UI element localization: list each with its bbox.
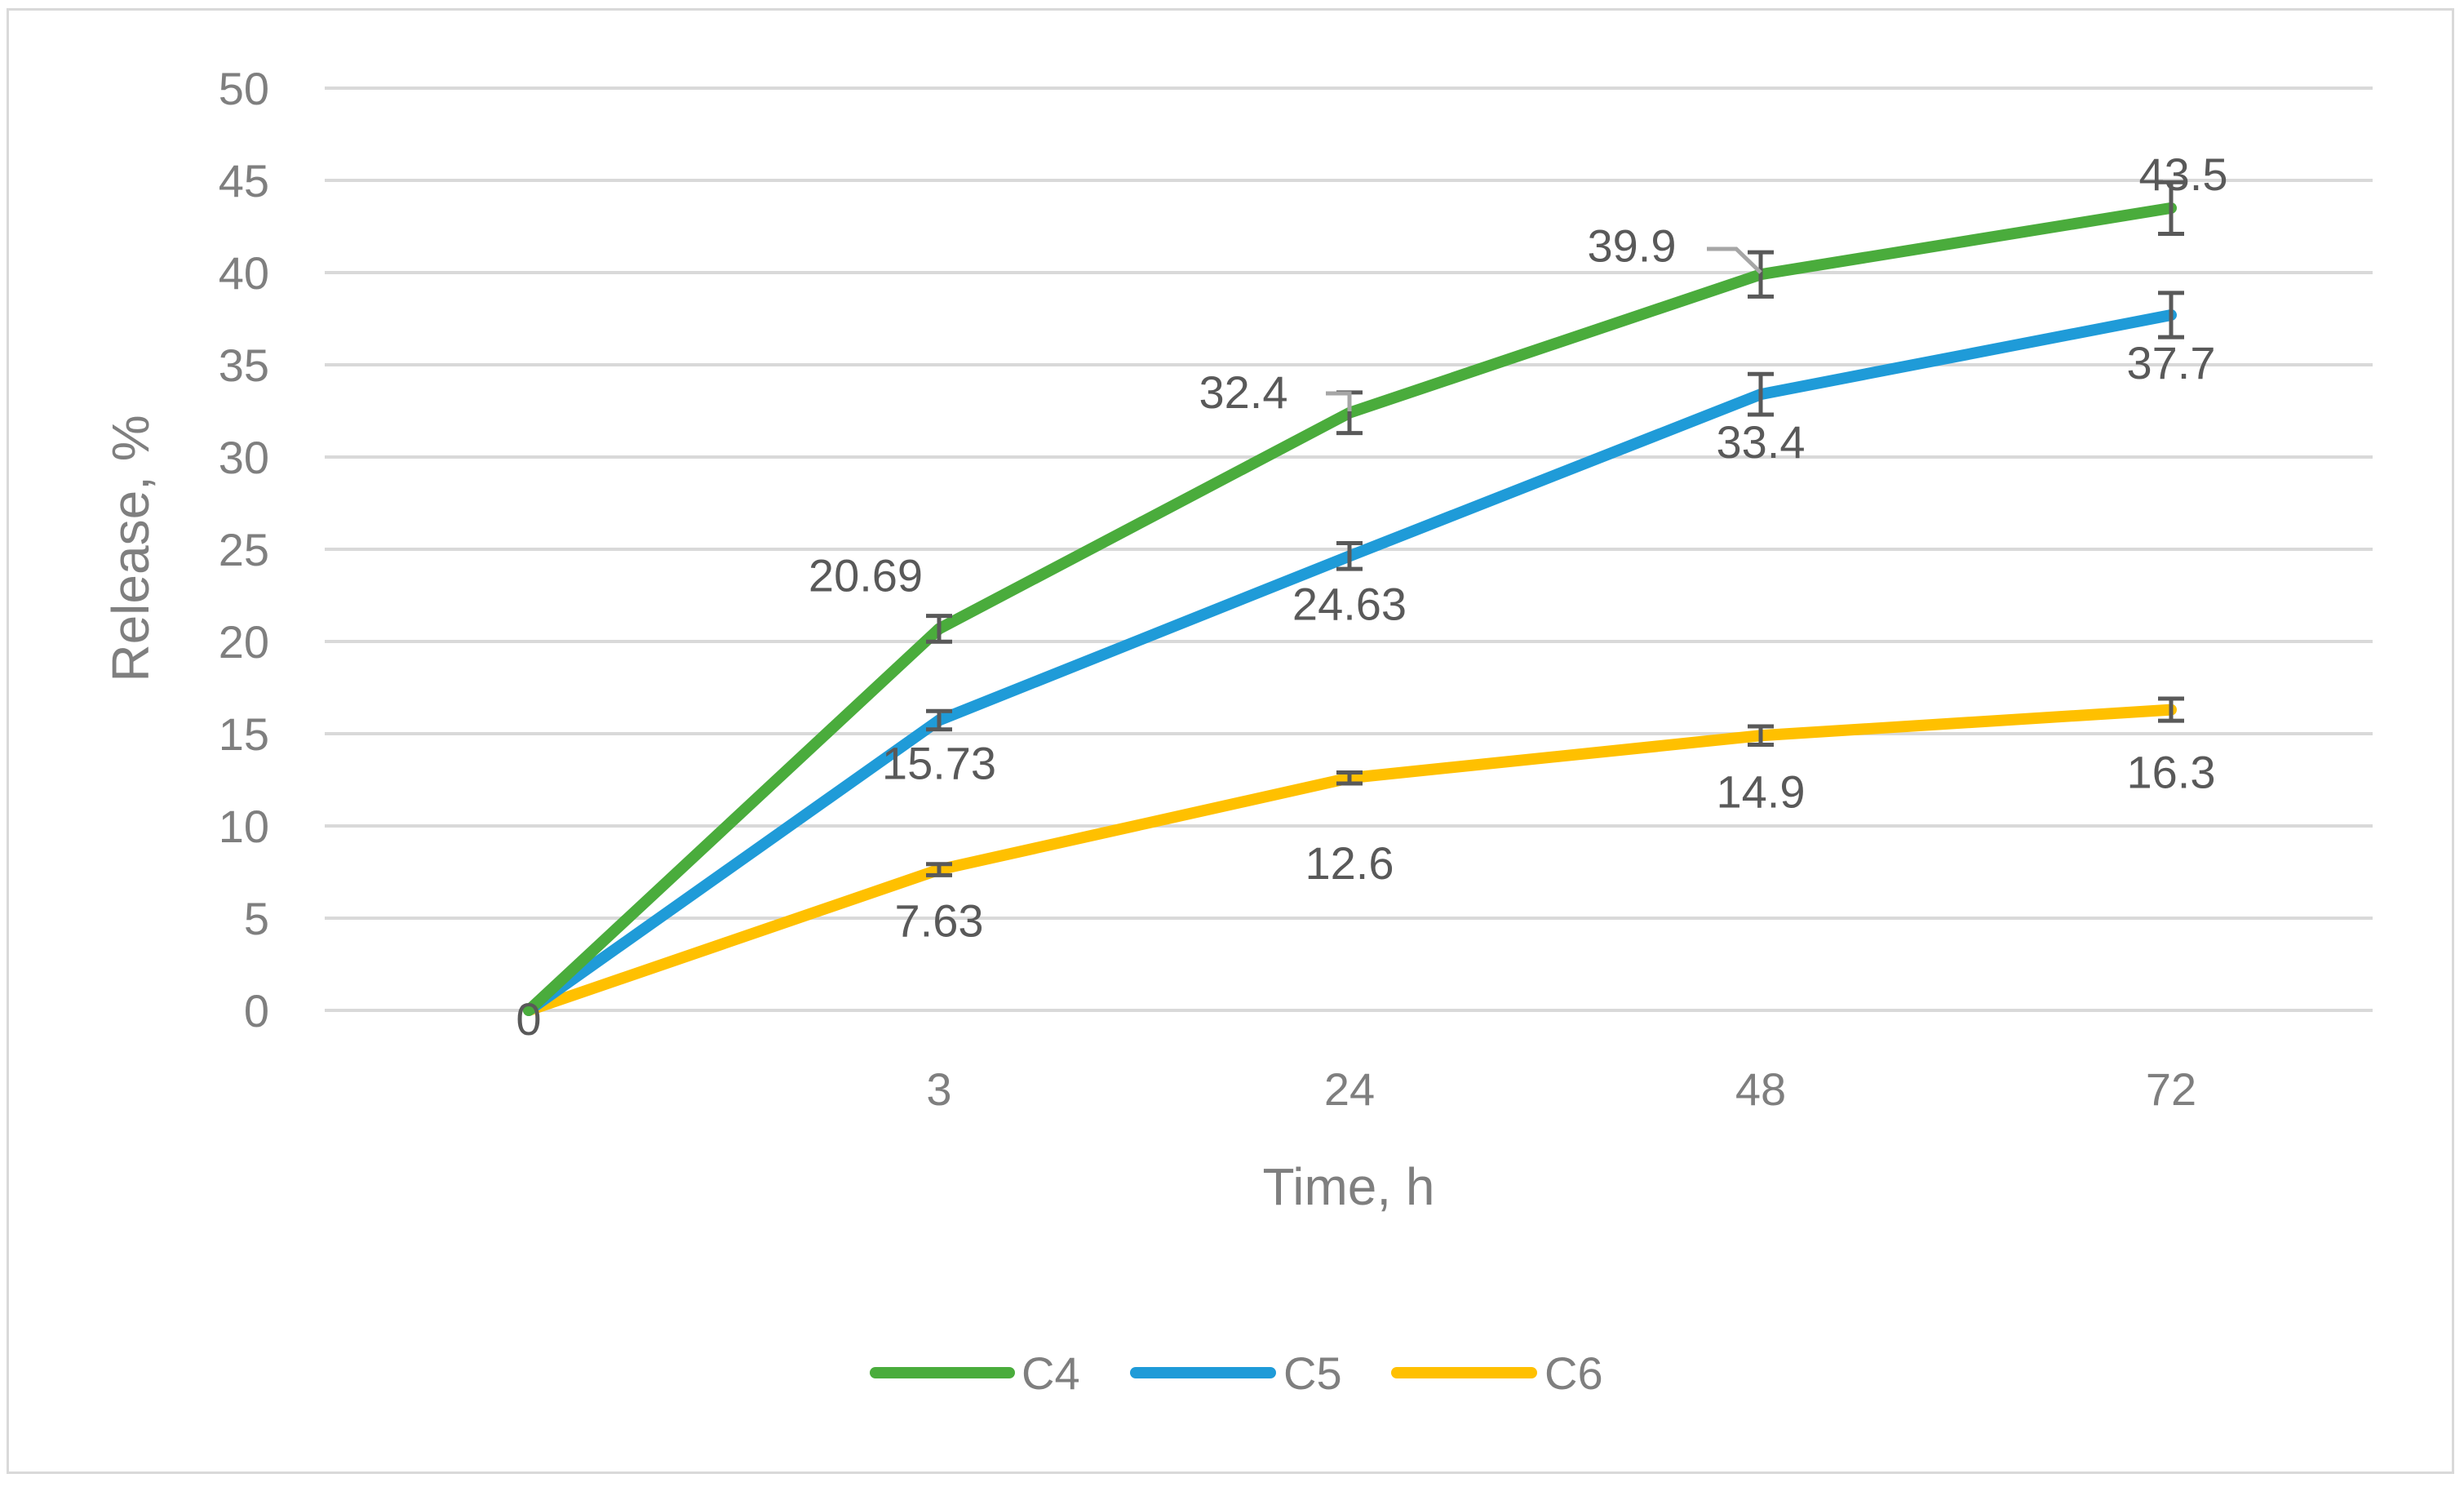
y-tick-label-45: 45 — [219, 155, 269, 206]
y-tick-label-35: 35 — [219, 340, 269, 391]
x-axis-title: Time, h — [1263, 1157, 1435, 1216]
x-tick-label-3: 3 — [926, 1063, 951, 1115]
data-label-leader-0 — [1326, 391, 1352, 411]
y-axis-ticks: 0 5 10 15 20 25 30 35 40 45 50 — [219, 63, 269, 1036]
data-label-c5-72: 37.7 — [2127, 337, 2216, 388]
y-tick-label-10: 10 — [219, 801, 269, 852]
x-tick-label-24: 24 — [1324, 1063, 1375, 1115]
data-label-c4-24: 32.4 — [1199, 366, 1288, 418]
legend-label-c6: C6 — [1544, 1347, 1603, 1399]
data-label-c4-0: 0 — [516, 993, 541, 1045]
error-bar-c6-3 — [926, 862, 952, 877]
y-tick-label-40: 40 — [219, 247, 269, 299]
data-label-c5-3: 15.73 — [882, 738, 996, 789]
legend-label-c4: C4 — [1021, 1347, 1080, 1399]
x-tick-label-48: 48 — [1735, 1063, 1786, 1115]
error-bar-c6-48 — [1748, 724, 1774, 748]
error-bar-c5-3 — [926, 708, 952, 732]
data-label-c6-72: 16.3 — [2127, 747, 2216, 798]
data-label-c6-48: 14.9 — [1717, 766, 1806, 817]
y-tick-label-30: 30 — [219, 432, 269, 483]
error-bar-c4-48 — [1748, 250, 1774, 299]
legend: C4 C5 C6 — [870, 1347, 1603, 1399]
data-label-c6-24: 12.6 — [1305, 837, 1394, 889]
error-bar-c5-72 — [2158, 291, 2184, 340]
data-label-leader-1 — [1707, 246, 1762, 274]
data-label-c4-3: 20.69 — [809, 549, 923, 601]
data-labels: 0 20.69 32.4 39.9 43.5 15.73 24.63 33.4 37.7 7.63… — [516, 149, 2227, 1045]
error-bars — [926, 180, 2184, 877]
x-axis-ticks: 3 24 48 72 — [926, 1063, 2196, 1115]
y-tick-label-50: 50 — [219, 63, 269, 114]
y-tick-label-20: 20 — [219, 616, 269, 668]
error-bar-c5-48 — [1748, 371, 1774, 417]
chart-frame — [7, 8, 2454, 1474]
y-tick-label-25: 25 — [219, 524, 269, 575]
data-label-c6-3: 7.63 — [895, 895, 984, 947]
data-label-c4-72: 43.5 — [2139, 149, 2228, 200]
data-label-c4-48: 39.9 — [1588, 220, 1677, 271]
x-tick-label-72: 72 — [2146, 1063, 2196, 1115]
legend-label-c5: C5 — [1283, 1347, 1342, 1399]
y-tick-label-15: 15 — [219, 708, 269, 760]
error-bar-c6-24 — [1336, 770, 1363, 786]
y-tick-label-0: 0 — [244, 985, 269, 1036]
data-label-c5-48: 33.4 — [1717, 416, 1806, 468]
error-bar-c4-72 — [2158, 180, 2184, 237]
data-label-c5-24: 24.63 — [1292, 578, 1407, 629]
error-bar-c5-24 — [1336, 541, 1363, 571]
y-axis-title: Release, % — [101, 415, 160, 681]
error-bar-c4-3 — [926, 614, 952, 644]
y-tick-label-5: 5 — [244, 893, 269, 944]
error-bar-c6-72 — [2158, 696, 2184, 723]
